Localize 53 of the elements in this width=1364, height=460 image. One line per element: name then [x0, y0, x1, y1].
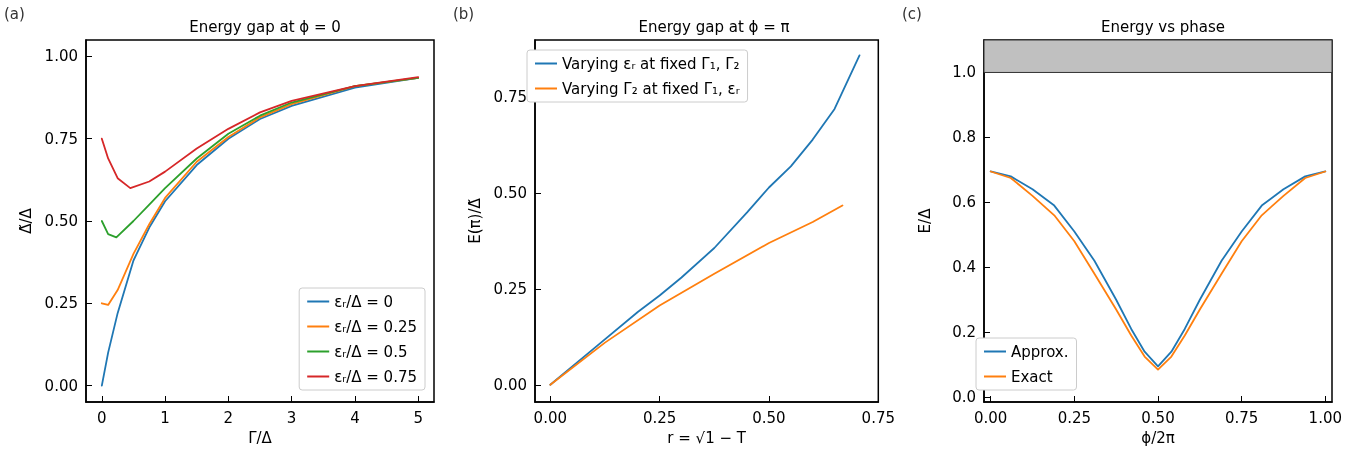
- legend-label: εᵣ/Δ = 0.5: [334, 342, 408, 361]
- legend-label: Varying εᵣ at fixed Γ₁, Γ₂: [562, 54, 740, 73]
- x-axis-title: Γ/Δ: [248, 428, 273, 447]
- x-axis-title: ϕ/2π: [1141, 428, 1175, 447]
- x-tick-label: 2: [223, 408, 234, 427]
- y-tick-label: 0.4: [952, 258, 976, 277]
- text: (c): [902, 4, 922, 23]
- x-tick-label: 5: [413, 408, 423, 427]
- x-tick-label: 4: [350, 408, 360, 427]
- line-series: [549, 204, 844, 386]
- legend-label: Approx.: [1011, 342, 1069, 361]
- chart-title: Energy gap at ϕ = 0: [189, 17, 341, 36]
- y-tick-label: 0.25: [44, 294, 78, 313]
- y-tick-label: 0.6: [952, 193, 976, 212]
- x-tick-label: 0.50: [1141, 408, 1175, 427]
- x-axis-title: r = √1 − T: [667, 428, 747, 447]
- x-tick-label: 0.00: [973, 408, 1008, 427]
- x-tick-label: 1: [160, 408, 170, 427]
- y-tick-label: 0.75: [493, 88, 527, 107]
- y-tick-label: 0.50: [493, 184, 527, 203]
- legend-label: Exact: [1011, 367, 1053, 386]
- y-tick-label: 0.25: [493, 279, 527, 298]
- x-tick-label: 0.50: [752, 408, 786, 427]
- legend-label: εᵣ/Δ = 0.75: [334, 367, 417, 386]
- line-series: [100, 76, 420, 189]
- y-tick-label: 0.8: [952, 128, 976, 147]
- x-tick-label: 0.00: [533, 408, 568, 427]
- y-axis-title: Δ̃/Δ: [17, 207, 36, 234]
- x-tick-label: 0.25: [642, 408, 677, 427]
- x-tick-label: 0.75: [1224, 408, 1259, 427]
- y-tick-label: 0.00: [44, 376, 78, 395]
- chart-title: Energy gap at ϕ = π: [638, 17, 790, 36]
- x-tick-label: 1.00: [1308, 408, 1343, 427]
- x-tick-label: 0.25: [1057, 408, 1092, 427]
- y-tick-label: 0.75: [44, 129, 78, 148]
- x-tick-label: 0.75: [861, 408, 895, 427]
- x-tick-label: 3: [286, 408, 297, 427]
- text: (a): [4, 4, 25, 23]
- y-tick-label: 0.2: [952, 323, 976, 342]
- chart-title: Energy vs phase: [1100, 17, 1226, 36]
- y-tick-label: 0.50: [44, 212, 78, 230]
- x-tick-label: 0: [97, 408, 107, 427]
- legend-label: εᵣ/Δ = 0: [334, 292, 394, 311]
- legend-label: Varying Γ₂ at fixed Γ₁, εᵣ: [562, 79, 740, 98]
- y-tick-label: 1.00: [44, 47, 78, 66]
- line-series: [100, 76, 420, 239]
- text: (b): [453, 4, 475, 23]
- y-axis-title: E(π)/Δ̃: [466, 197, 485, 244]
- y-axis-title: E/Δ: [915, 207, 934, 234]
- legend-label: εᵣ/Δ = 0.25: [334, 317, 417, 336]
- y-tick-label: 0.0: [952, 388, 976, 407]
- y-tick-label: 1.0: [952, 63, 976, 82]
- y-tick-label: 0.00: [493, 375, 527, 394]
